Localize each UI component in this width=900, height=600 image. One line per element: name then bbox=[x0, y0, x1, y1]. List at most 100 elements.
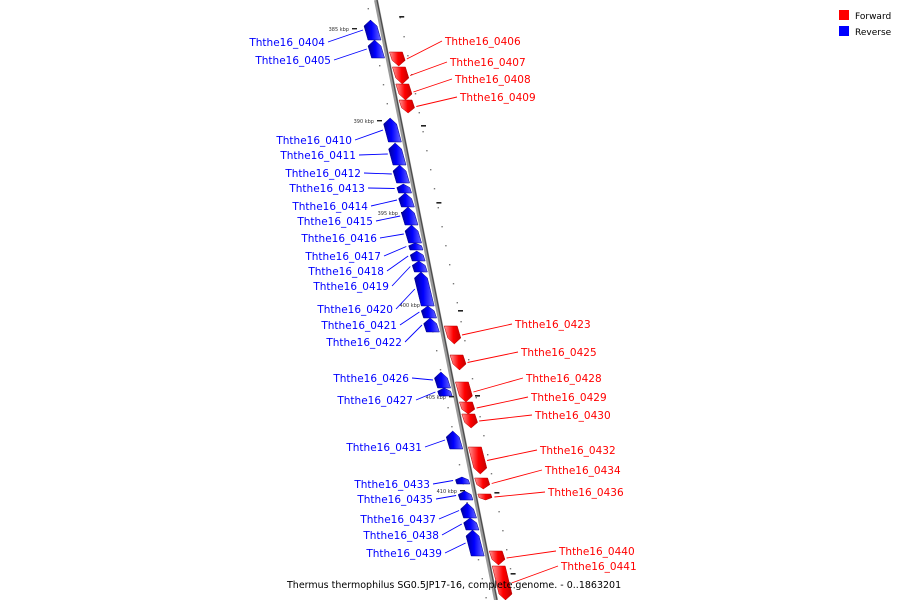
gene-label[interactable]: Ththe16_0429 bbox=[530, 392, 607, 404]
gene-label[interactable]: Ththe16_0405 bbox=[254, 55, 331, 67]
gene-label[interactable]: Ththe16_0437 bbox=[359, 514, 436, 526]
gene-arrow[interactable] bbox=[437, 387, 453, 397]
scale-tick-mark bbox=[475, 395, 480, 397]
gene-label[interactable]: Ththe16_0432 bbox=[539, 445, 616, 457]
gene-arrow[interactable] bbox=[420, 305, 437, 319]
gene-arrow[interactable] bbox=[392, 164, 410, 184]
gene-label[interactable]: Ththe16_0438 bbox=[362, 530, 439, 542]
gene-label[interactable]: Ththe16_0433 bbox=[353, 479, 430, 491]
gene-label[interactable]: Ththe16_0415 bbox=[296, 216, 373, 228]
gene-arrow[interactable] bbox=[460, 502, 477, 519]
gene-label[interactable]: Ththe16_0411 bbox=[279, 150, 356, 162]
gene-label[interactable]: Ththe16_0409 bbox=[459, 92, 536, 104]
gene-arrow[interactable] bbox=[491, 565, 513, 600]
gene-arrow[interactable] bbox=[398, 192, 415, 208]
legend-reverse-label: Reverse bbox=[855, 28, 892, 38]
scale-tick-mark bbox=[449, 396, 454, 398]
gene-label[interactable]: Ththe16_0435 bbox=[356, 494, 433, 506]
gene-arrow[interactable] bbox=[461, 413, 478, 429]
scale-tick-label: 385 kbp bbox=[329, 27, 349, 33]
gene-label[interactable]: Ththe16_0404 bbox=[248, 37, 325, 49]
gene-label-leader bbox=[327, 29, 364, 43]
gene-label[interactable]: Ththe16_0413 bbox=[288, 183, 365, 195]
gene-label[interactable]: Ththe16_0441 bbox=[560, 561, 637, 573]
gene-arrow[interactable] bbox=[392, 66, 410, 85]
gene-label-leader bbox=[467, 351, 519, 363]
gene-label[interactable]: Ththe16_0417 bbox=[304, 251, 381, 263]
scale-dot bbox=[460, 321, 462, 323]
gene-arrow[interactable] bbox=[363, 19, 382, 41]
gene-arrow[interactable] bbox=[488, 550, 506, 566]
gene-arrow[interactable] bbox=[396, 183, 412, 194]
gene-arrow[interactable] bbox=[463, 517, 480, 531]
gene-arrow[interactable] bbox=[434, 371, 451, 389]
gene-label[interactable]: Ththe16_0423 bbox=[514, 319, 591, 331]
gene-arrow[interactable] bbox=[401, 206, 419, 226]
scale-dot bbox=[407, 55, 409, 57]
scale-dot bbox=[441, 226, 443, 228]
gene-label[interactable]: Ththe16_0428 bbox=[525, 373, 602, 385]
gene-arrow[interactable] bbox=[411, 260, 428, 273]
gene-arrow[interactable] bbox=[477, 493, 493, 501]
gene-label[interactable]: Ththe16_0412 bbox=[284, 168, 361, 180]
gene-arrow[interactable] bbox=[457, 490, 474, 501]
scale-dot bbox=[447, 407, 449, 409]
gene-arrow[interactable] bbox=[395, 83, 413, 101]
scale-dot bbox=[477, 559, 480, 561]
gene-label[interactable]: Ththe16_0421 bbox=[320, 320, 397, 332]
scale-dot bbox=[485, 597, 487, 599]
gene-label[interactable]: Ththe16_0426 bbox=[332, 373, 409, 385]
gene-label[interactable]: Ththe16_0440 bbox=[558, 546, 635, 558]
gene-arrow[interactable] bbox=[408, 242, 424, 251]
scale-dot bbox=[471, 378, 474, 380]
gene-arrow[interactable] bbox=[455, 381, 473, 403]
gene-label[interactable]: Ththe16_0414 bbox=[291, 201, 368, 213]
gene-arrow[interactable] bbox=[389, 51, 406, 67]
legend: Forward Reverse bbox=[839, 10, 892, 38]
gene-arrow[interactable] bbox=[468, 446, 488, 475]
scale-dot bbox=[498, 511, 500, 513]
gene-arrow[interactable] bbox=[423, 317, 440, 333]
gene-label[interactable]: Ththe16_0419 bbox=[312, 281, 389, 293]
scale-dot bbox=[399, 17, 401, 19]
gene-label[interactable]: Ththe16_0422 bbox=[325, 337, 402, 349]
scale-tick-mark bbox=[421, 125, 426, 127]
gene-label[interactable]: Ththe16_0425 bbox=[520, 347, 597, 359]
gene-arrow[interactable] bbox=[367, 39, 385, 59]
gene-label[interactable]: Ththe16_0406 bbox=[444, 36, 521, 48]
gene-label[interactable]: Ththe16_0416 bbox=[300, 233, 377, 245]
scale-dot bbox=[479, 416, 481, 418]
scale-dot bbox=[502, 530, 504, 532]
gene-arrow[interactable] bbox=[383, 117, 402, 143]
gene-label[interactable]: Ththe16_0420 bbox=[316, 304, 393, 316]
gene-arrow[interactable] bbox=[455, 476, 471, 485]
gene-label-leader bbox=[409, 61, 448, 76]
gene-arrow[interactable] bbox=[445, 430, 464, 450]
gene-label[interactable]: Ththe16_0427 bbox=[336, 395, 413, 407]
scale-dot bbox=[506, 549, 508, 551]
gene-arrow[interactable] bbox=[459, 401, 476, 415]
gene-label[interactable]: Ththe16_0430 bbox=[534, 410, 611, 422]
gene-label-leader bbox=[379, 233, 404, 239]
gene-label[interactable]: Ththe16_0407 bbox=[449, 57, 526, 69]
gene-arrow[interactable] bbox=[449, 354, 467, 371]
gene-label[interactable]: Ththe16_0434 bbox=[544, 465, 621, 477]
gene-arrow[interactable] bbox=[404, 224, 422, 244]
gene-label[interactable]: Ththe16_0418 bbox=[307, 266, 384, 278]
gene-label[interactable]: Ththe16_0436 bbox=[547, 487, 624, 499]
scale-dot bbox=[386, 103, 388, 105]
gene-arrow[interactable] bbox=[465, 529, 485, 557]
gene-label[interactable]: Ththe16_0431 bbox=[345, 442, 422, 454]
gene-label-leader bbox=[333, 48, 367, 61]
scale-dot bbox=[487, 454, 489, 456]
gene-label[interactable]: Ththe16_0410 bbox=[275, 135, 352, 147]
scale-dot bbox=[513, 587, 515, 589]
gene-arrow[interactable] bbox=[398, 99, 415, 114]
gene-arrow[interactable] bbox=[409, 250, 426, 262]
gene-label[interactable]: Ththe16_0408 bbox=[454, 74, 531, 86]
gene-label-leader bbox=[375, 215, 401, 222]
gene-label[interactable]: Ththe16_0439 bbox=[365, 548, 442, 560]
gene-arrow[interactable] bbox=[443, 325, 462, 345]
gene-arrow[interactable] bbox=[474, 477, 491, 490]
